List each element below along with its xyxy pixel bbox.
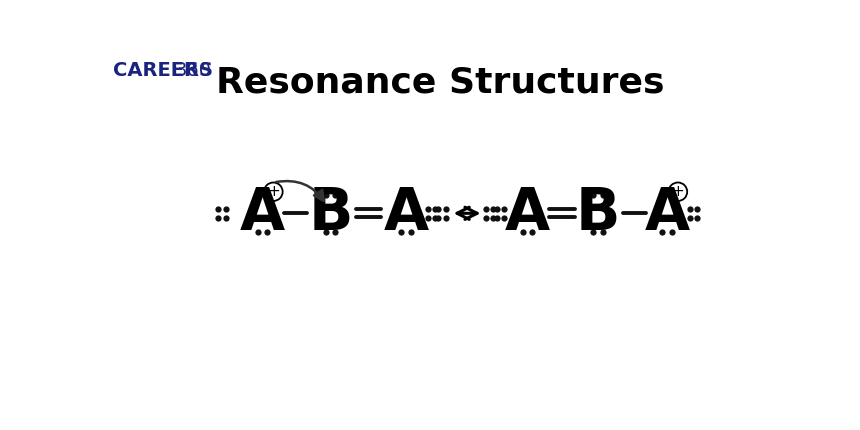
Text: A: A [644, 185, 690, 242]
Text: B: B [576, 185, 620, 242]
Text: CAREERS: CAREERS [113, 61, 213, 80]
Text: B: B [309, 185, 353, 242]
Text: 360: 360 [175, 61, 212, 80]
Text: Resonance Structures: Resonance Structures [217, 65, 665, 99]
Text: +: + [267, 184, 280, 199]
FancyArrowPatch shape [276, 181, 323, 201]
Text: +: + [672, 184, 685, 199]
Text: A: A [240, 185, 285, 242]
Text: A: A [384, 185, 428, 242]
Text: A: A [505, 185, 550, 242]
